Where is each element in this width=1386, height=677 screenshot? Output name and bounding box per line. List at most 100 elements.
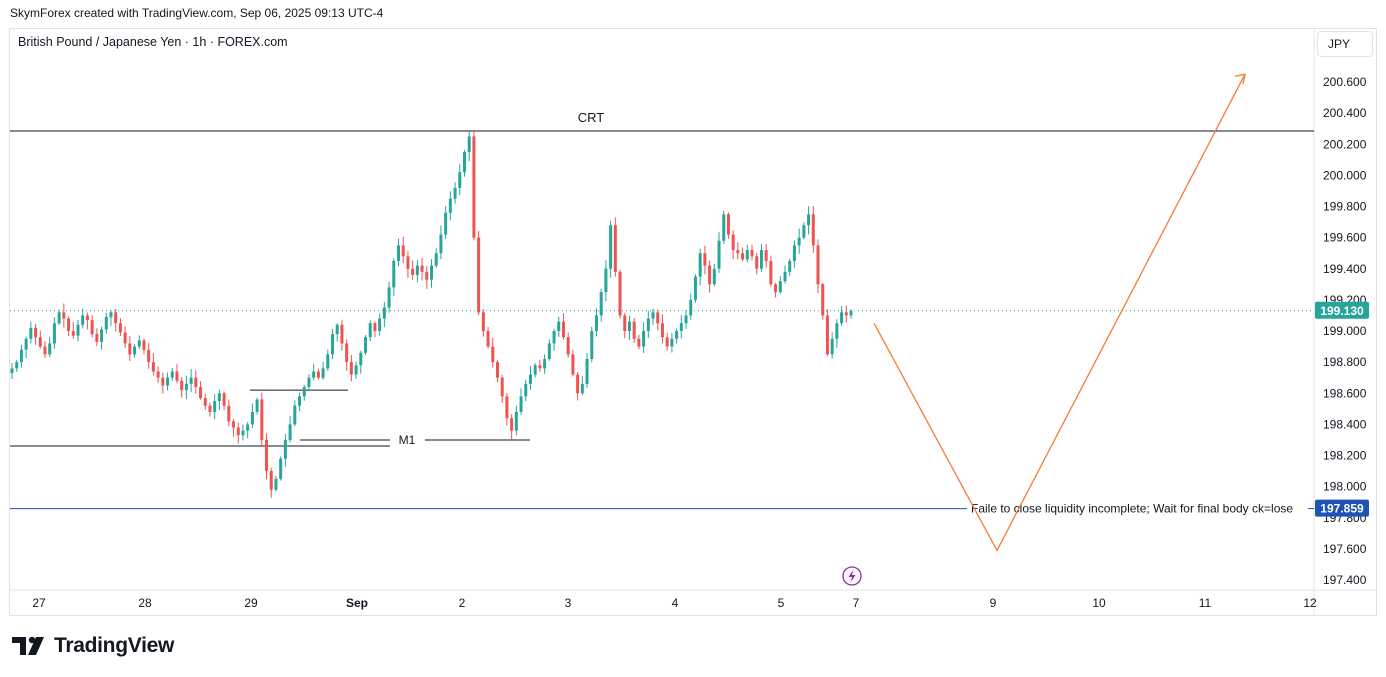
candle bbox=[750, 244, 754, 261]
candle-body bbox=[609, 225, 613, 269]
candle bbox=[764, 243, 768, 268]
candle bbox=[326, 349, 330, 371]
candle bbox=[166, 372, 170, 391]
candle bbox=[481, 309, 485, 337]
candle-body bbox=[104, 316, 108, 330]
candle-body bbox=[274, 478, 278, 490]
candle bbox=[265, 433, 269, 480]
candle bbox=[128, 335, 132, 361]
time-tick-label: 5 bbox=[778, 596, 785, 610]
candle bbox=[821, 282, 825, 320]
candle-body bbox=[547, 343, 551, 360]
price-tick-label: 200.000 bbox=[1323, 168, 1367, 182]
price-tick-label: 198.800 bbox=[1323, 355, 1367, 369]
candle bbox=[755, 252, 759, 275]
candle-body bbox=[415, 265, 419, 275]
candle bbox=[467, 131, 471, 162]
candle-body bbox=[679, 323, 683, 331]
candle bbox=[90, 315, 94, 338]
candles-layer bbox=[10, 129, 853, 498]
tradingview-mark-icon bbox=[12, 636, 44, 655]
candle-body bbox=[156, 371, 160, 378]
candle bbox=[698, 248, 702, 286]
candle-body bbox=[24, 338, 28, 350]
candle-body bbox=[118, 323, 122, 333]
candle bbox=[599, 288, 603, 322]
candle-body bbox=[123, 332, 127, 344]
candle bbox=[302, 384, 306, 401]
candle bbox=[642, 322, 646, 353]
event-lightning-icon[interactable] bbox=[842, 566, 862, 586]
time-tick-label: 10 bbox=[1092, 596, 1106, 610]
candle-body bbox=[778, 281, 782, 293]
candle-body bbox=[637, 338, 641, 347]
time-tick-label: 11 bbox=[1199, 596, 1212, 610]
candle-body bbox=[161, 377, 165, 386]
candle bbox=[731, 230, 735, 260]
candle bbox=[364, 335, 368, 355]
candle bbox=[19, 344, 23, 368]
current-price-tag bbox=[1315, 301, 1369, 319]
candle-body bbox=[486, 331, 490, 347]
candle bbox=[528, 366, 532, 390]
candle-body bbox=[585, 359, 589, 384]
candle bbox=[840, 306, 844, 326]
candle-body bbox=[15, 362, 19, 369]
time-tick-label: 29 bbox=[244, 596, 258, 610]
candle bbox=[316, 368, 320, 380]
candle bbox=[448, 191, 452, 221]
candle bbox=[656, 309, 660, 331]
candle-body bbox=[830, 338, 834, 355]
candle-body bbox=[675, 331, 679, 339]
candle bbox=[462, 150, 466, 177]
candle bbox=[411, 260, 415, 280]
candle bbox=[434, 248, 438, 268]
liquidity-price-tag bbox=[1315, 499, 1369, 517]
candle bbox=[585, 353, 589, 388]
candle-body bbox=[613, 225, 617, 272]
candle bbox=[180, 377, 184, 398]
candle-body bbox=[543, 359, 547, 369]
candle-body bbox=[307, 377, 311, 388]
candle bbox=[844, 305, 848, 323]
candle-body bbox=[345, 343, 349, 363]
candle bbox=[769, 255, 773, 287]
candle-body bbox=[95, 334, 99, 342]
tradingview-logo[interactable]: TradingView bbox=[12, 634, 174, 658]
candle bbox=[510, 414, 514, 440]
candle bbox=[533, 363, 537, 378]
candle-body bbox=[646, 318, 650, 331]
candle bbox=[95, 328, 99, 347]
chart-attribution: SkymForex created with TradingView.com, … bbox=[10, 6, 384, 20]
candle bbox=[378, 313, 382, 336]
candle bbox=[571, 349, 575, 377]
candle-body bbox=[401, 245, 405, 257]
candle-body bbox=[764, 250, 768, 261]
candle-body bbox=[481, 312, 485, 331]
candle-body bbox=[331, 334, 335, 355]
candle bbox=[241, 424, 245, 441]
candle-body bbox=[222, 393, 226, 406]
candle bbox=[807, 206, 811, 235]
candle bbox=[566, 332, 570, 358]
candle bbox=[717, 232, 721, 273]
projection-path[interactable] bbox=[873, 73, 1246, 552]
candle-body bbox=[750, 250, 754, 257]
tradingview-brand: TradingView bbox=[54, 634, 175, 657]
candle-body bbox=[656, 312, 660, 324]
candle bbox=[453, 182, 457, 204]
candle bbox=[576, 372, 580, 401]
candle bbox=[189, 368, 193, 393]
candle-body bbox=[514, 411, 518, 431]
candle-body bbox=[788, 260, 792, 272]
candle-body bbox=[783, 271, 787, 282]
candle bbox=[194, 370, 198, 394]
price-tick-label: 199.800 bbox=[1323, 200, 1367, 214]
candle-body bbox=[792, 245, 796, 261]
candle bbox=[783, 265, 787, 284]
candle bbox=[788, 258, 792, 276]
currency-selector[interactable]: JPY bbox=[1317, 31, 1373, 57]
candle bbox=[227, 399, 231, 427]
candle bbox=[335, 323, 339, 342]
